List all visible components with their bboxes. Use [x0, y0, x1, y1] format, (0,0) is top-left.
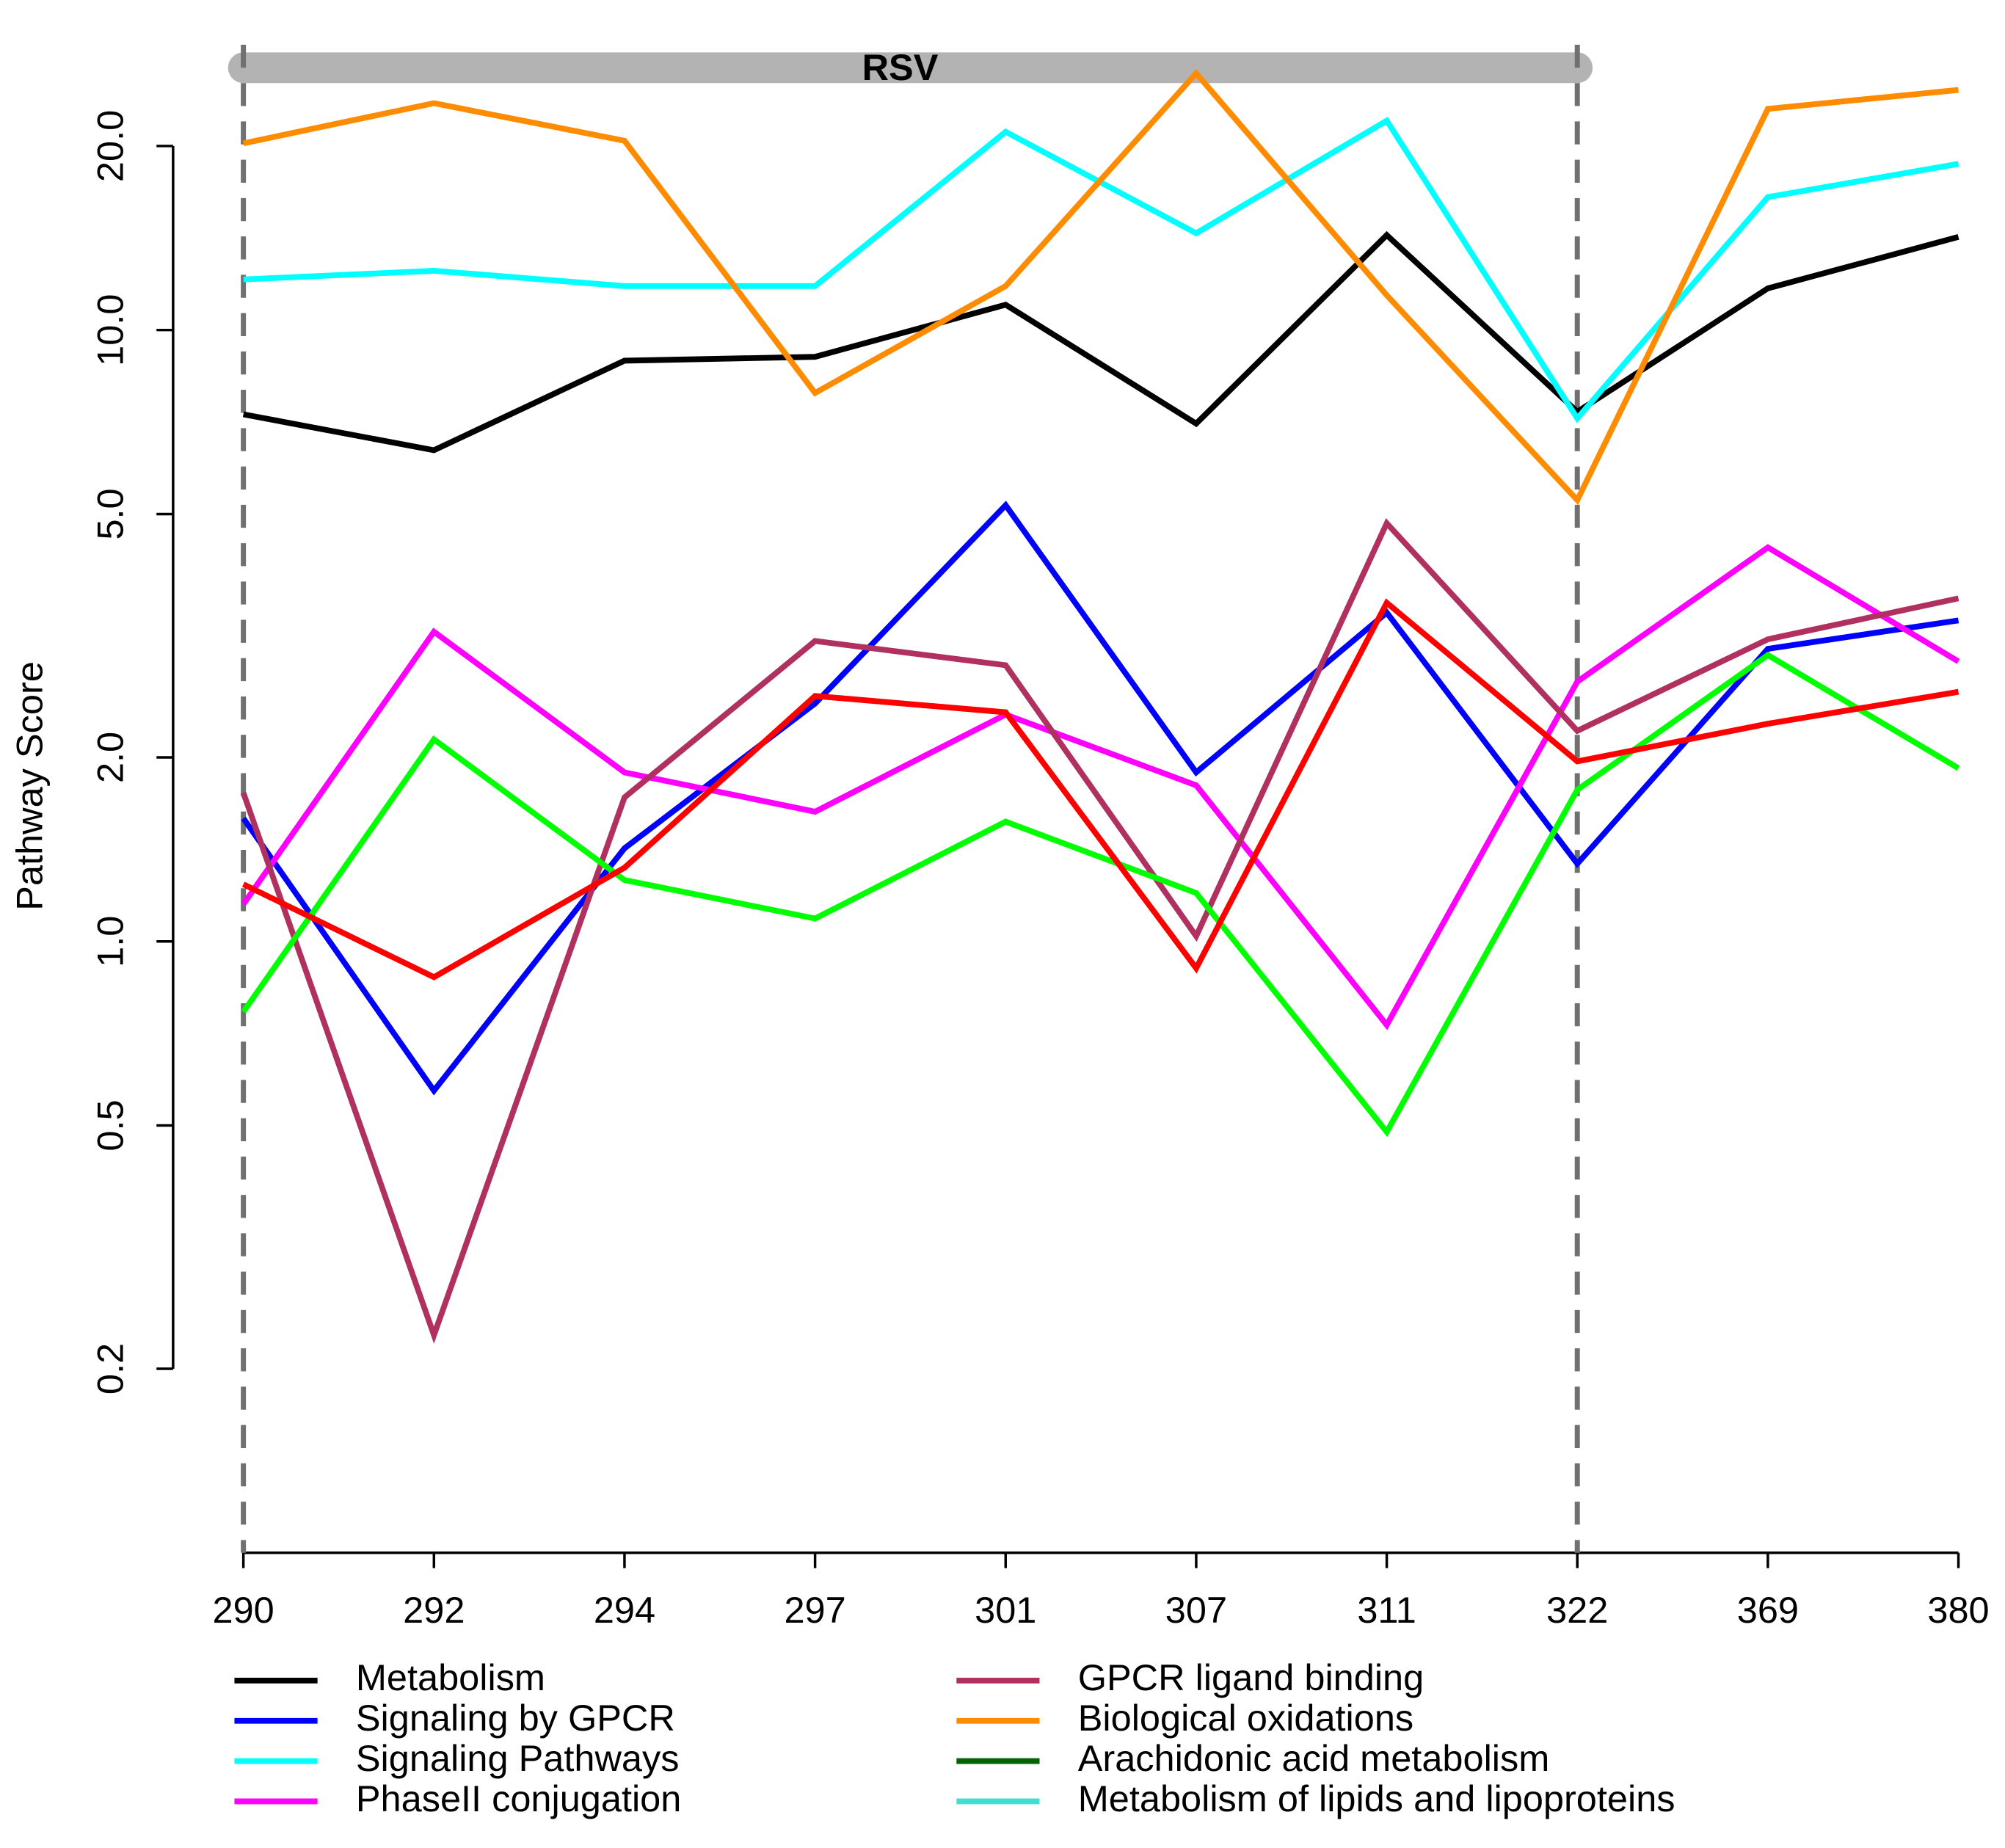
x-tick-label: 322 — [1546, 1589, 1608, 1631]
series-line — [241, 651, 1960, 1138]
y-tick-label: 2.0 — [89, 732, 131, 783]
series-line — [242, 68, 1959, 506]
x-tick-label: 307 — [1165, 1589, 1227, 1631]
legend-label: Arachidonic acid metabolism — [1078, 1737, 1550, 1779]
region-label: RSV — [862, 46, 939, 88]
x-tick-label: 292 — [403, 1589, 465, 1631]
y-tick-label: 10.0 — [89, 294, 131, 366]
legend-label: Signaling by GPCR — [356, 1697, 675, 1739]
x-tick-label: 290 — [213, 1589, 274, 1631]
y-axis-label: Pathway Score — [9, 661, 51, 911]
legend-label: Signaling Pathways — [356, 1737, 680, 1779]
legend-label: Metabolism — [356, 1656, 545, 1698]
legend-label: GPCR ligand binding — [1078, 1656, 1424, 1698]
x-tick-label: 311 — [1357, 1589, 1416, 1631]
series-line — [243, 117, 1959, 423]
x-tick-label: 380 — [1927, 1589, 1989, 1631]
series-line — [241, 544, 1960, 1030]
x-tick-label: 297 — [784, 1589, 845, 1631]
x-tick-label: 369 — [1737, 1589, 1799, 1631]
legend-label: PhaseII conjugation — [356, 1778, 681, 1819]
legend-label: Biological oxidations — [1078, 1697, 1413, 1739]
series-line — [240, 517, 1959, 1344]
y-tick-label: 1.0 — [89, 916, 131, 967]
legend-label: Metabolism of lipids and lipoproteins — [1078, 1778, 1675, 1819]
series-line — [241, 501, 1959, 1096]
series-line — [242, 230, 1959, 454]
y-tick-label: 0.2 — [89, 1343, 131, 1394]
y-tick-label: 0.5 — [89, 1099, 131, 1151]
x-tick-label: 294 — [594, 1589, 655, 1631]
series-line — [241, 598, 1959, 981]
y-tick-label: 5.0 — [89, 488, 131, 539]
y-tick-label: 20.0 — [89, 110, 131, 182]
x-tick-label: 301 — [975, 1589, 1036, 1631]
